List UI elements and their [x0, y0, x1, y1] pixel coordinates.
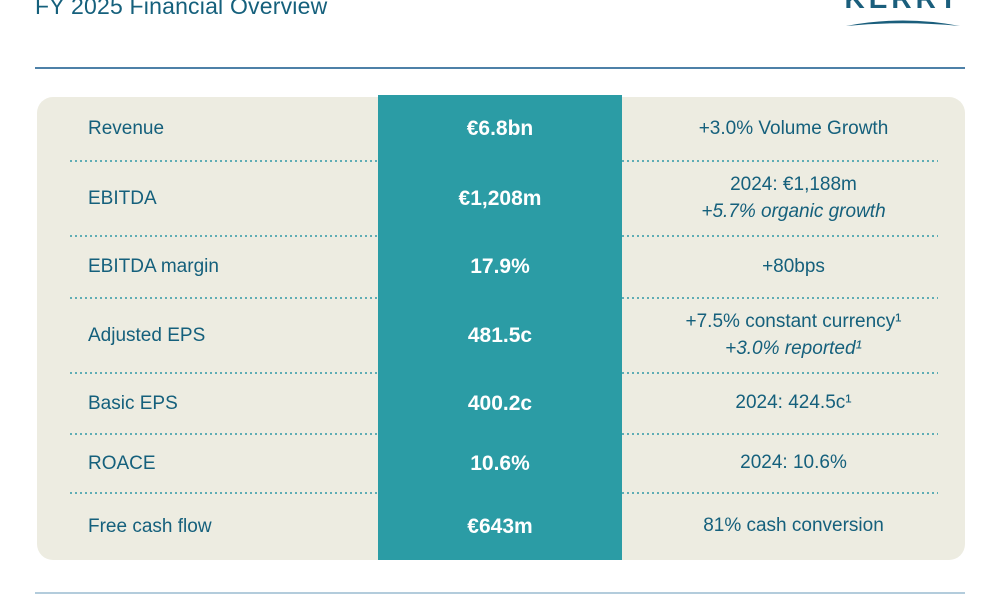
- row-divider: [70, 433, 378, 435]
- table-row-revenue: Revenue €6.8bn +3.0% Volume Growth: [37, 97, 965, 162]
- metric-label: Revenue: [88, 118, 165, 139]
- metric-note-primary: +3.0% Volume Growth: [698, 117, 889, 139]
- row-divider: [70, 492, 378, 494]
- table-row-ebitda-margin: EBITDA margin 17.9% +80bps: [37, 236, 965, 299]
- metric-label: Adjusted EPS: [88, 324, 206, 346]
- table-row-roace: ROACE 10.6% 2024: 10.6%: [37, 434, 965, 494]
- metric-value: €1,208m: [458, 186, 542, 210]
- metric-note: +7.5% constant currency¹ +3.0% reported¹: [622, 298, 965, 373]
- table-row-basic-eps: Basic EPS 400.2c 2024: 424.5c¹: [37, 373, 965, 435]
- row-divider: [70, 235, 378, 237]
- metric-label: Free cash flow: [88, 515, 212, 537]
- footer-divider: [35, 592, 965, 594]
- row-divider: [70, 160, 378, 162]
- metric-value: 10.6%: [470, 451, 530, 475]
- table-row-free-cash-flow: Free cash flow €643m 81% cash conversion: [37, 493, 965, 560]
- metric-value: €643m: [467, 514, 533, 538]
- metric-value: 400.2c: [467, 391, 533, 415]
- metric-note-secondary: +3.0% reported¹: [725, 337, 862, 359]
- metric-label: EBITDA: [88, 187, 157, 209]
- kerry-logo: KERRY: [843, 0, 963, 28]
- metric-note-primary: +7.5% constant currency¹: [685, 310, 902, 332]
- page-title: FY 2025 Financial Overview: [35, 0, 328, 19]
- table-row-ebitda: EBITDA €1,208m 2024: €1,188m +5.7% organ…: [37, 161, 965, 237]
- kerry-logo-swoosh-icon: [846, 20, 960, 26]
- metric-note-primary: 2024: 424.5c¹: [735, 392, 852, 414]
- metric-note: 2024: €1,188m +5.7% organic growth: [622, 161, 965, 236]
- metric-note: 81% cash conversion: [622, 493, 965, 560]
- financial-overview-table: Revenue €6.8bn +3.0% Volume Growth EBITD…: [37, 95, 965, 560]
- metric-note-primary: +80bps: [762, 255, 825, 277]
- metric-note: +3.0% Volume Growth: [622, 97, 965, 161]
- table-row-adjusted-eps: Adjusted EPS 481.5c +7.5% constant curre…: [37, 298, 965, 374]
- kerry-logo-text: KERRY: [843, 0, 963, 13]
- value-column-background: [378, 95, 622, 560]
- metric-value: 17.9%: [470, 255, 530, 278]
- metric-label: ROACE: [88, 452, 156, 474]
- metric-value: 481.5c: [467, 323, 533, 347]
- metric-label: EBITDA margin: [88, 256, 219, 277]
- metric-note: +80bps: [622, 236, 965, 298]
- metric-note-primary: 2024: €1,188m: [730, 173, 857, 195]
- metric-note: 2024: 424.5c¹: [622, 373, 965, 434]
- metric-note-primary: 81% cash conversion: [703, 515, 884, 537]
- header-divider: [35, 67, 965, 69]
- metric-note: 2024: 10.6%: [622, 434, 965, 493]
- row-divider: [622, 297, 938, 299]
- row-divider: [622, 235, 938, 237]
- row-divider: [622, 372, 938, 374]
- metric-value: €6.8bn: [466, 117, 534, 140]
- row-divider: [622, 492, 938, 494]
- metric-label: Basic EPS: [88, 392, 178, 414]
- metric-note-primary: 2024: 10.6%: [740, 452, 847, 474]
- row-divider: [70, 297, 378, 299]
- row-divider: [70, 372, 378, 374]
- row-divider: [622, 433, 938, 435]
- metric-note-secondary: +5.7% organic growth: [701, 200, 886, 222]
- row-divider: [622, 160, 938, 162]
